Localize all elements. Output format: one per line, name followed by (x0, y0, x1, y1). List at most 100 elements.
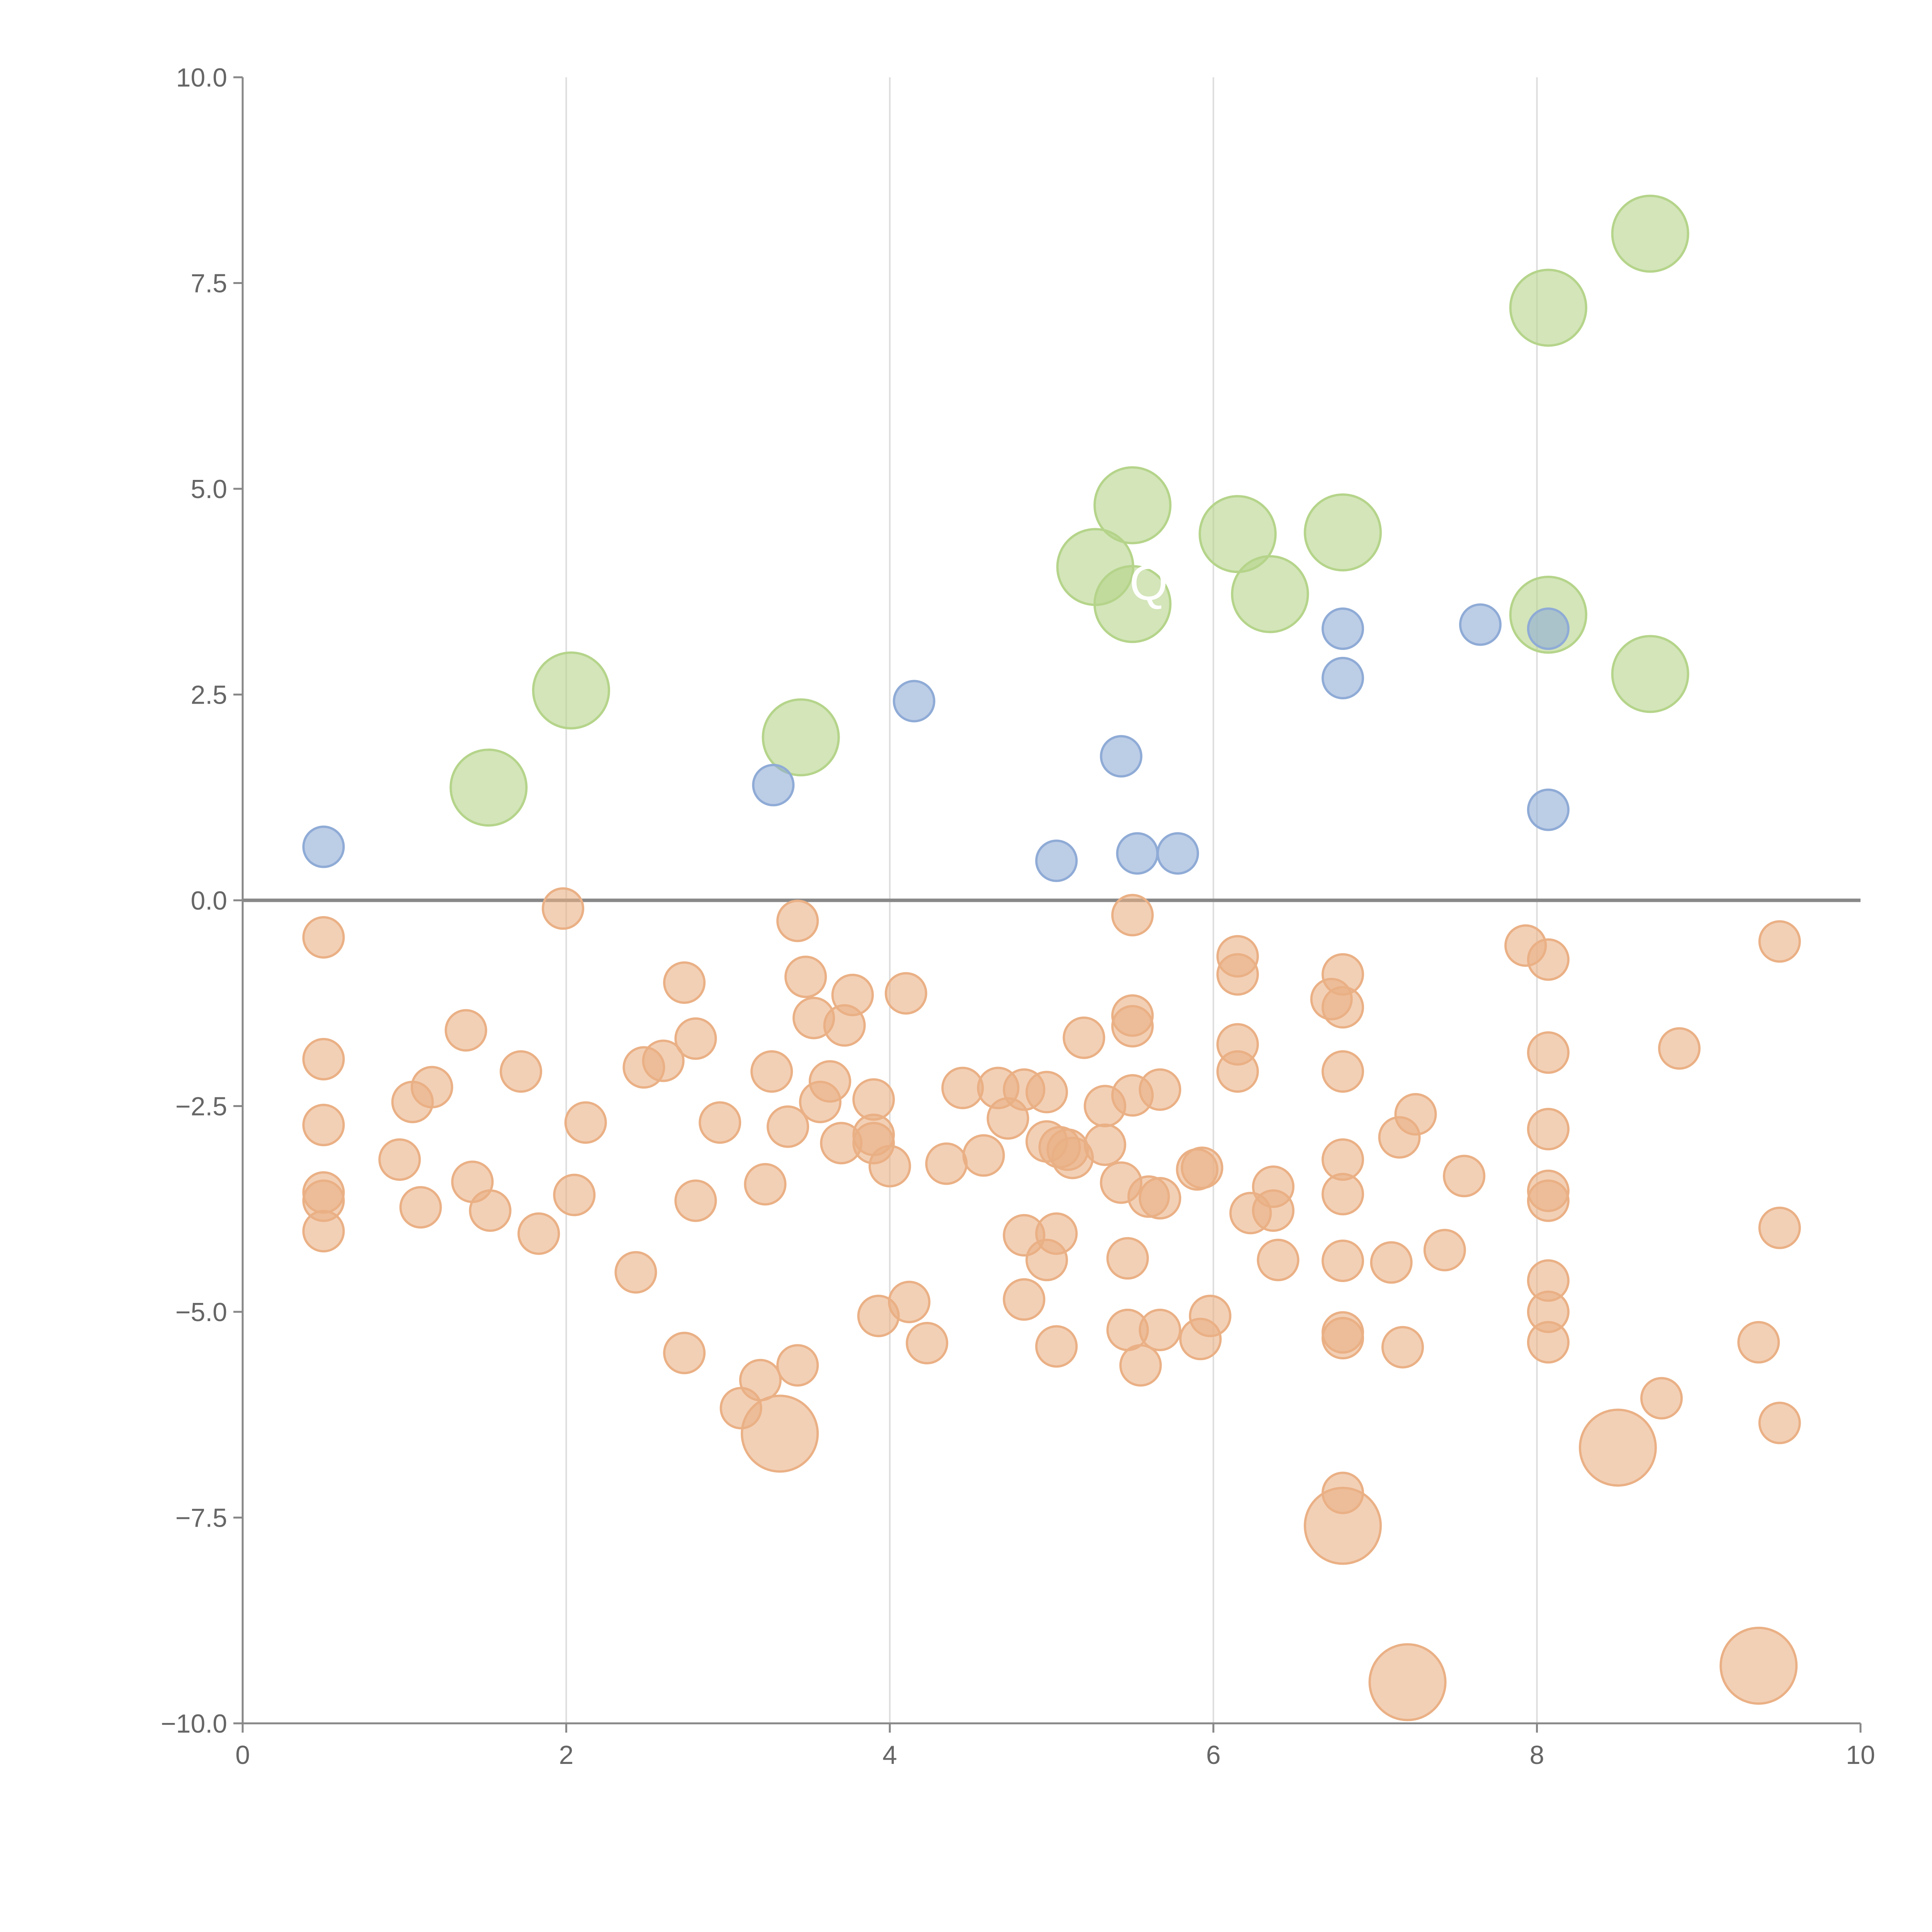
orange-point (1180, 1146, 1223, 1189)
annotation-label: RA (985, 932, 1054, 987)
orange-point (1370, 1241, 1413, 1284)
orange-point (391, 1080, 434, 1123)
orange-point (1321, 1317, 1364, 1360)
orange-point (500, 1050, 543, 1093)
orange-point (1381, 1326, 1424, 1369)
green-point (1304, 493, 1382, 571)
orange-point (884, 972, 927, 1015)
orange-point (553, 1173, 596, 1216)
green-point (1611, 194, 1689, 273)
orange-point (750, 1050, 793, 1093)
orange-point (1527, 1179, 1570, 1222)
orange-point (1658, 1027, 1701, 1070)
orange-point (302, 916, 345, 959)
orange-point (1304, 1486, 1382, 1565)
y-tick-label: 0.0 (190, 886, 227, 915)
orange-point (776, 900, 819, 942)
orange-point (614, 1251, 657, 1294)
green-point (532, 651, 610, 730)
orange-point (1063, 1016, 1105, 1059)
orange-point (378, 1138, 421, 1181)
orange-point (776, 1344, 819, 1387)
orange-point (1119, 1344, 1162, 1387)
orange-point (906, 1321, 949, 1364)
orange-point (852, 1078, 895, 1121)
orange-point (925, 1142, 968, 1185)
orange-point (1527, 938, 1570, 981)
orange-point (564, 1101, 607, 1144)
orange-point (1737, 1321, 1780, 1364)
orange-point (1321, 1239, 1364, 1282)
x-tick-label: 4 (883, 1740, 897, 1770)
orange-point (1111, 894, 1154, 937)
x-tick-label: 8 (1530, 1740, 1544, 1770)
green-point (1509, 269, 1587, 347)
orange-point (1758, 1206, 1801, 1249)
blue-point (302, 825, 345, 868)
orange-point (663, 961, 706, 1004)
orange-point (699, 1101, 742, 1144)
orange-point (1025, 1071, 1068, 1114)
y-tick-label: 7.5 (190, 269, 227, 298)
orange-point (1719, 1626, 1798, 1705)
data-points (302, 194, 1801, 1721)
orange-point (1321, 986, 1364, 1029)
blue-point (1100, 735, 1143, 778)
orange-point (622, 1046, 665, 1089)
orange-point (1025, 1238, 1068, 1281)
y-tick-label: 10.0 (176, 63, 227, 92)
orange-point (1003, 1278, 1046, 1321)
y-tick-label: −2.5 (175, 1092, 227, 1121)
annotations: Q RA (985, 556, 1168, 987)
orange-point (1216, 1050, 1259, 1093)
x-tick-label: 10 (1846, 1740, 1875, 1770)
orange-point (1035, 1325, 1078, 1368)
orange-point (962, 1134, 1005, 1177)
orange-point (302, 1038, 345, 1081)
orange-point (1257, 1238, 1299, 1281)
green-point (1231, 555, 1309, 633)
green-point (1093, 466, 1172, 544)
orange-point (1527, 1031, 1570, 1074)
orange-point (1139, 1308, 1182, 1351)
orange-point (302, 1104, 345, 1146)
orange-point (517, 1212, 560, 1255)
orange-point (399, 1186, 442, 1229)
orange-point (674, 1179, 717, 1222)
orange-point (823, 1004, 866, 1047)
orange-point (1443, 1155, 1486, 1197)
x-tick-label: 6 (1206, 1740, 1221, 1770)
orange-point (1106, 1237, 1149, 1280)
blue-point (1321, 656, 1364, 699)
orange-point (857, 1294, 900, 1337)
orange-point (1368, 1643, 1447, 1721)
blue-point (1527, 788, 1570, 831)
orange-point (741, 1395, 819, 1473)
orange-point (1527, 1108, 1570, 1151)
blue-point (1459, 603, 1502, 646)
orange-point (868, 1145, 911, 1187)
blue-point (1116, 832, 1159, 875)
orange-point (1378, 1116, 1421, 1159)
orange-point (1527, 1321, 1570, 1364)
orange-point (1640, 1377, 1683, 1420)
x-tick-label: 0 (235, 1740, 250, 1770)
green-point (1093, 565, 1172, 643)
green-point (762, 698, 840, 777)
green-point (449, 748, 528, 827)
blue-point (1527, 607, 1570, 650)
y-tick-label: −7.5 (175, 1503, 227, 1533)
blue-point (893, 680, 935, 723)
orange-point (941, 1066, 984, 1109)
orange-point (1051, 1136, 1094, 1179)
orange-point (744, 1163, 787, 1206)
y-tick-label: 5.0 (190, 474, 227, 504)
orange-point (767, 1105, 810, 1148)
orange-point (799, 1080, 842, 1123)
orange-point (1111, 1005, 1154, 1048)
blue-point (752, 764, 795, 806)
axes: 0 2 4 6 8 10 10.0 7.5 5.0 2.5 0.0 −2.5 −5.0 −7.5 −10.0 (161, 63, 1875, 1770)
orange-point (1083, 1085, 1126, 1128)
blue-point (1156, 832, 1199, 875)
